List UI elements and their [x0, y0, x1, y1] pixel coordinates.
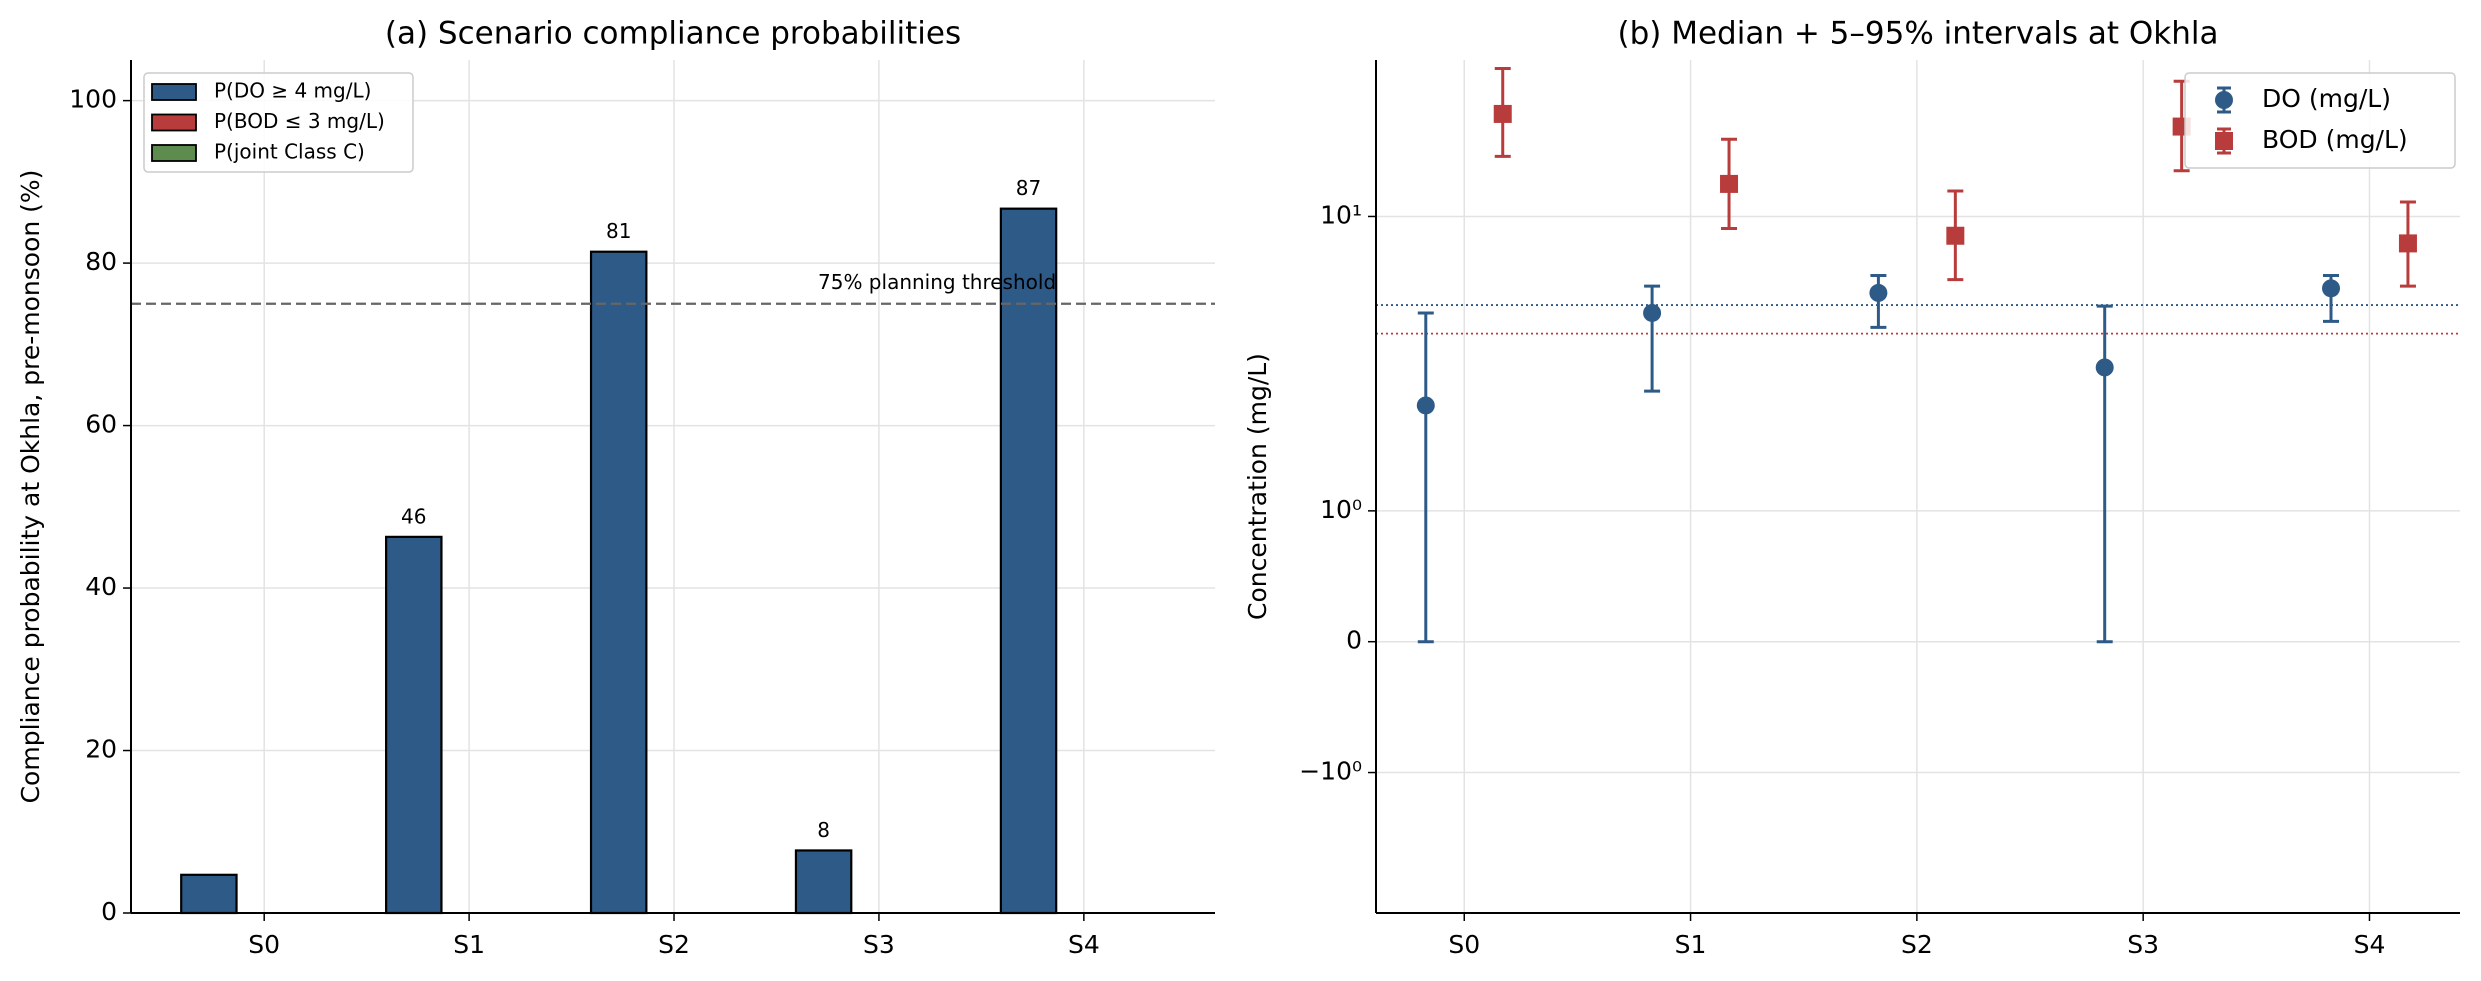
x-tick-label: S4 [1068, 930, 1100, 959]
bar [999, 207, 1058, 915]
bar [794, 849, 853, 915]
marker [1493, 104, 1512, 123]
x-tick-label: S0 [1448, 930, 1480, 959]
x-tick-label: S2 [1901, 930, 1933, 959]
legend-label: P(DO ≥ 4 mg/L) [214, 79, 371, 103]
bar [589, 250, 648, 915]
legend-swatch [151, 144, 197, 162]
y-tick-label: 20 [85, 735, 117, 764]
data-label: 81 [606, 219, 631, 243]
marker [2398, 234, 2417, 253]
y-axis-label: Compliance probability at Okhla, pre-mon… [16, 170, 45, 804]
marker [2095, 358, 2114, 377]
y-tick-label: 0 [101, 897, 117, 926]
marker [1946, 226, 1965, 245]
y-tick-label: 100 [69, 85, 117, 114]
x-tick-label: S2 [658, 930, 690, 959]
marker [1720, 174, 1739, 193]
y-tick-label: 40 [85, 572, 117, 601]
legend-box [143, 72, 414, 173]
marker [1416, 396, 1435, 415]
x-tick-label: S1 [1675, 930, 1707, 959]
threshold-label: 75% planning threshold [818, 270, 1056, 294]
data-label: 87 [1016, 176, 1041, 200]
legend-label: P(BOD ≤ 3 mg/L) [214, 109, 385, 133]
y-tick-label: 0 [1346, 626, 1362, 655]
legend-label: P(joint Class C) [214, 140, 365, 164]
legend-label: BOD (mg/L) [2262, 125, 2408, 154]
data-label: 8 [817, 818, 830, 842]
data-label: 46 [401, 504, 426, 528]
bar [180, 873, 238, 915]
bar [385, 535, 443, 915]
marker [2322, 279, 2341, 298]
x-tick-label: S4 [2354, 930, 2386, 959]
y-tick-label: 10⁰ [1320, 495, 1362, 524]
legend-swatch [151, 113, 197, 132]
legend-label: DO (mg/L) [2262, 84, 2391, 113]
legend-marker [2215, 132, 2233, 150]
x-tick-label: S1 [453, 930, 485, 959]
panel-title: (b) Median + 5–95% intervals at Okhla [1618, 16, 2219, 52]
marker [1643, 303, 1662, 322]
y-axis-label: Concentration (mg/L) [1243, 353, 1272, 620]
legend-swatch [151, 83, 197, 101]
y-tick-label: 60 [85, 410, 117, 439]
legend-box [2184, 72, 2456, 169]
panel-title: (a) Scenario compliance probabilities [385, 16, 961, 52]
legend-marker [2215, 91, 2233, 109]
x-tick-label: S3 [2127, 930, 2159, 959]
x-tick-label: S0 [248, 930, 280, 959]
y-tick-label: 10¹ [1320, 200, 1362, 229]
y-tick-label: −10⁰ [1299, 757, 1362, 786]
y-tick-label: 80 [85, 247, 117, 276]
x-tick-label: S3 [863, 930, 895, 959]
marker [1869, 283, 1888, 302]
